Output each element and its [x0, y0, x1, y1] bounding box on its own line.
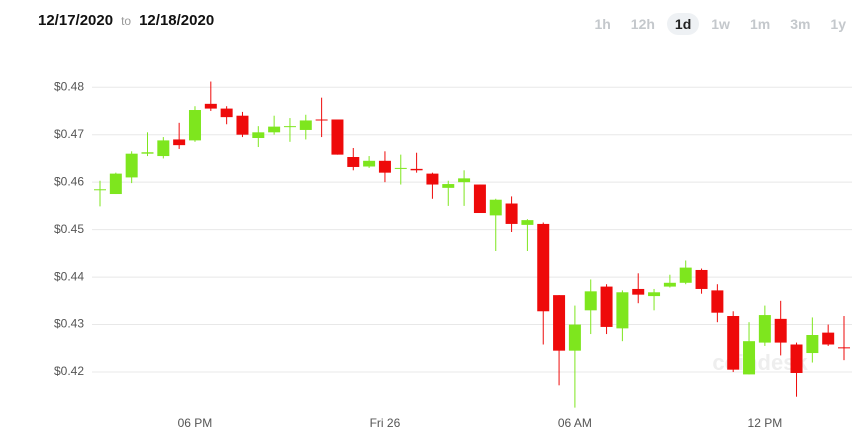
y-tick-label: $0.48: [54, 79, 84, 93]
date-range: 12/17/2020 to 12/18/2020: [38, 12, 214, 29]
candle-body: [553, 295, 566, 351]
range-button[interactable]: 1h: [594, 16, 611, 32]
candle-body: [252, 132, 265, 139]
x-tick-label: 06 AM: [558, 416, 592, 430]
range-button[interactable]: 1d: [666, 13, 700, 35]
candle-body: [663, 282, 676, 287]
candle-body: [204, 103, 217, 109]
candle-body: [774, 318, 787, 343]
candle-body: [458, 178, 471, 183]
candle-body: [426, 173, 439, 185]
candle-body: [505, 203, 518, 224]
candle-body: [236, 115, 249, 135]
candle-body: [363, 160, 376, 167]
range-selector: 1h 12h 1d 1w 1m 3m 1y: [586, 13, 854, 35]
candle-body: [173, 139, 186, 146]
range-button[interactable]: 12h: [630, 16, 655, 32]
candle-body: [125, 153, 138, 178]
range-button[interactable]: 1m: [749, 16, 771, 32]
candle-body: [157, 140, 170, 157]
candle-body: [473, 184, 486, 214]
date-from: 12/17/2020: [38, 12, 114, 29]
candle-body: [790, 344, 803, 373]
candle-body: [347, 157, 360, 167]
y-tick-label: $0.43: [54, 317, 84, 331]
candle-body: [299, 120, 312, 130]
candle-body: [394, 167, 407, 169]
candle-body: [743, 341, 756, 375]
date-to: 12/18/2020: [139, 12, 215, 29]
candle-body: [584, 291, 597, 311]
y-tick-label: $0.44: [54, 269, 84, 283]
candle-body: [315, 119, 328, 121]
y-tick-label: $0.46: [54, 174, 84, 188]
candle-body: [600, 286, 613, 327]
candle-body: [489, 199, 502, 216]
x-tick-label: Fri 26: [370, 416, 401, 430]
y-tick-label: $0.45: [54, 222, 84, 236]
candle-body: [109, 173, 122, 195]
candle-body: [679, 267, 692, 283]
candle-body: [331, 119, 344, 155]
range-button[interactable]: 1y: [830, 16, 846, 32]
candle-body: [410, 168, 423, 171]
candle-body: [188, 110, 201, 141]
x-tick-label: 12 PM: [748, 416, 783, 430]
candle-body: [442, 184, 455, 188]
candle-body: [378, 160, 391, 173]
candle-body: [727, 316, 740, 370]
y-tick-label: $0.42: [54, 364, 84, 378]
candle-body: [632, 288, 645, 295]
candle-body: [283, 126, 296, 128]
candle-body: [695, 269, 708, 289]
candle-body: [268, 126, 281, 133]
candle-body: [568, 324, 581, 351]
candle-body: [521, 220, 534, 225]
y-tick-label: $0.47: [54, 127, 84, 141]
candle-body: [758, 315, 771, 343]
candle-body: [806, 335, 819, 354]
candle-body: [822, 332, 835, 345]
candle-body: [648, 292, 661, 297]
candle-body: [141, 152, 154, 154]
x-tick-label: 06 PM: [178, 416, 213, 430]
candle-body: [838, 347, 851, 349]
date-separator: to: [121, 14, 132, 28]
range-button[interactable]: 1w: [711, 16, 730, 32]
candle-body: [220, 108, 233, 118]
candle-body: [94, 189, 106, 191]
candle-body: [711, 290, 724, 313]
candle-body: [616, 292, 629, 329]
candle-body: [537, 223, 550, 312]
range-button[interactable]: 3m: [790, 16, 811, 32]
